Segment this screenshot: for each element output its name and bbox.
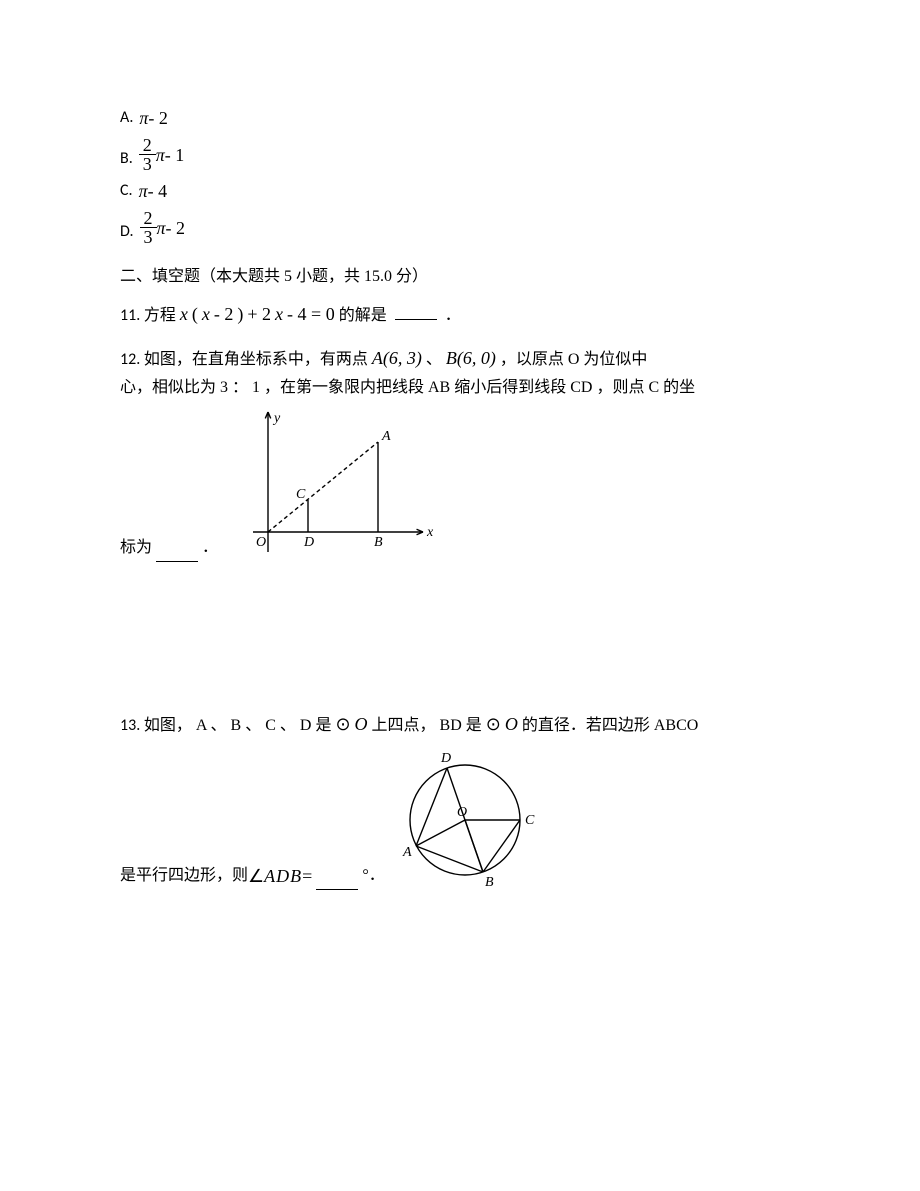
q11-num: 11. (120, 306, 144, 325)
q13-circ2: ⊙ (486, 714, 501, 734)
question-12: 12. 如图，在直角坐标系中，有两点 A(6, 3) 、 B(6, 0) ，以原… (120, 344, 800, 562)
svg-text:C: C (296, 487, 306, 502)
option-b-pi: π (156, 141, 165, 169)
option-d-rest: - 2 (166, 214, 186, 242)
q13-o1: O (355, 714, 368, 734)
q11-tail2: - 4 = 0 (287, 304, 335, 324)
svg-text:A: A (381, 429, 391, 444)
svg-text:O: O (256, 535, 266, 550)
q11-x2: x (202, 304, 210, 324)
svg-text:D: D (303, 535, 314, 550)
q13-eq: = (302, 862, 312, 890)
option-b: B. 2 3 π - 1 (120, 136, 800, 173)
q12-gap: 、 (426, 351, 442, 368)
q13-o2: O (505, 714, 518, 734)
q13-t1: 如图， A 、 B 、 C 、 D 是 (144, 717, 336, 734)
q11-t2: 的解是 (339, 307, 391, 324)
option-a: A. π - 2 (120, 104, 800, 132)
q12-t3: 心，相似比为 3 ： 1 ，在第一象限内把线段 AB 缩小后得到线段 CD ，则… (120, 379, 695, 396)
q12-t4: 标为 (120, 534, 152, 562)
q13-t3: 的直径．若四边形 ABCO (522, 717, 698, 734)
option-b-den: 3 (139, 154, 156, 173)
option-a-label: A. (120, 104, 133, 132)
svg-text:A: A (402, 845, 412, 860)
option-d-frac: 2 3 (140, 209, 157, 246)
option-d-pi: π (157, 214, 166, 242)
q13-deg: °． (362, 862, 384, 890)
option-d: D. 2 3 π - 2 (120, 209, 800, 246)
q11-x1: x (180, 304, 188, 324)
q12-figure: y x O A B C D (218, 402, 438, 562)
q13-num: 13. (120, 716, 144, 735)
option-b-label: B. (120, 145, 133, 173)
svg-text:y: y (272, 411, 281, 426)
q12-a: A(6, 3) (372, 348, 422, 368)
option-c-pi: π (139, 177, 148, 205)
option-a-rest: - 2 (148, 104, 168, 132)
q12-num: 12. (120, 350, 144, 369)
svg-text:D: D (440, 751, 451, 766)
q13-blank (316, 870, 358, 890)
option-d-label: D. (120, 218, 134, 246)
q11-po: ( (192, 304, 198, 324)
option-c-label: C. (120, 177, 133, 205)
q13-circ1: ⊙ (335, 714, 350, 734)
q12-t5: ． (202, 534, 218, 562)
q12-b: B(6, 0) (446, 348, 496, 368)
q11-t3: ． (445, 307, 461, 324)
q11-x3: x (275, 304, 283, 324)
svg-text:x: x (426, 525, 434, 540)
question-11: 11. 方程 x ( x - 2 ) + 2 x - 4 = 0 的解是 ． (120, 300, 800, 330)
q11-tail: + 2 (247, 304, 271, 324)
q11-pc: ) (237, 304, 243, 324)
circle-diagram: D B A C O (385, 740, 545, 890)
q12-t1: 如图，在直角坐标系中，有两点 (144, 351, 372, 368)
svg-text:O: O (457, 805, 467, 820)
q13-t2: 上四点， BD 是 (372, 717, 486, 734)
coord-diagram: y x O A B C D (218, 402, 438, 562)
option-b-num: 2 (139, 136, 156, 154)
option-d-num: 2 (140, 209, 157, 227)
q12-blank (156, 542, 198, 562)
section-2-header: 二、填空题（本大题共 5 小题，共 15.0 分） (120, 262, 800, 286)
q13-figure: D B A C O (385, 740, 545, 890)
option-c: C. π - 4 (120, 177, 800, 205)
option-b-frac: 2 3 (139, 136, 156, 173)
svg-text:B: B (374, 535, 383, 550)
q12-t2: ，以原点 O 为位似中 (500, 351, 648, 368)
q11-m2: - 2 (214, 304, 234, 324)
option-d-den: 3 (140, 227, 157, 246)
q13-adb: ADB (264, 862, 302, 890)
q13-t4: 是平行四边形，则 (120, 862, 248, 890)
svg-text:B: B (485, 875, 494, 890)
q11-blank (395, 300, 437, 320)
option-c-rest: - 4 (148, 177, 168, 205)
option-a-pi: π (139, 104, 148, 132)
q13-angle: ∠ (248, 862, 264, 890)
page: A. π - 2 B. 2 3 π - 1 C. π - 4 D. 2 3 π … (0, 0, 920, 1191)
svg-text:C: C (525, 813, 535, 828)
option-b-rest: - 1 (165, 141, 185, 169)
question-13: 13. 如图， A 、 B 、 C 、 D 是 ⊙ O 上四点， BD 是 ⊙ … (120, 710, 800, 890)
q11-t1: 方程 (144, 307, 180, 324)
